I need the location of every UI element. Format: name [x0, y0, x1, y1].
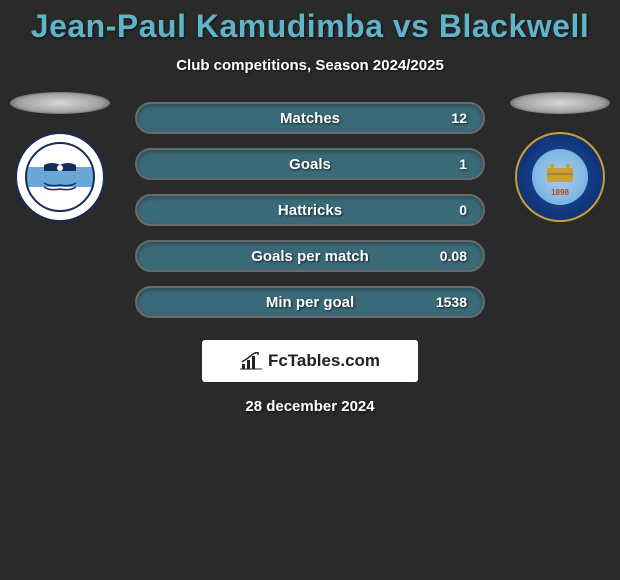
- stat-rows: Matches 12 Goals 1 Hattricks 0 Goals per…: [135, 102, 485, 318]
- left-club-logo: [15, 132, 105, 222]
- stat-bar-matches: Matches 12: [135, 102, 485, 134]
- stat-label: Matches: [280, 110, 340, 127]
- stat-label: Goals: [289, 156, 331, 173]
- left-player-badge: [10, 92, 110, 222]
- stat-label: Hattricks: [278, 202, 342, 219]
- bar-chart-icon: [240, 352, 262, 370]
- player-silhouette-right: [510, 92, 610, 114]
- page-title: Jean-Paul Kamudimba vs Blackwell: [0, 8, 620, 45]
- right-player-badge: 1898: [510, 92, 610, 222]
- brand-attribution: FcTables.com: [202, 340, 418, 382]
- player-silhouette-left: [10, 92, 110, 114]
- stat-value: 1: [459, 156, 467, 172]
- club-year: 1898: [551, 188, 569, 197]
- stat-bar-goals-per-match: Goals per match 0.08: [135, 240, 485, 272]
- stat-value: 1538: [436, 294, 467, 310]
- stat-bar-goals: Goals 1: [135, 148, 485, 180]
- date-label: 28 december 2024: [0, 398, 620, 415]
- brand-text: FcTables.com: [268, 351, 380, 371]
- stat-label: Min per goal: [266, 294, 354, 311]
- stat-bar-hattricks: Hattricks 0: [135, 194, 485, 226]
- right-club-logo: 1898: [515, 132, 605, 222]
- stat-bar-min-per-goal: Min per goal 1538: [135, 286, 485, 318]
- comparison-card: Jean-Paul Kamudimba vs Blackwell Club co…: [0, 0, 620, 415]
- stats-area: 1898 Matches 12 Goals 1 Hattricks 0 Goal…: [0, 102, 620, 318]
- stat-value: 0.08: [440, 248, 467, 264]
- stat-value: 12: [451, 110, 467, 126]
- subtitle: Club competitions, Season 2024/2025: [0, 57, 620, 74]
- circle-badge-icon: 1898: [532, 149, 588, 205]
- stat-value: 0: [459, 202, 467, 218]
- shield-icon: [25, 142, 95, 212]
- stat-label: Goals per match: [251, 248, 369, 265]
